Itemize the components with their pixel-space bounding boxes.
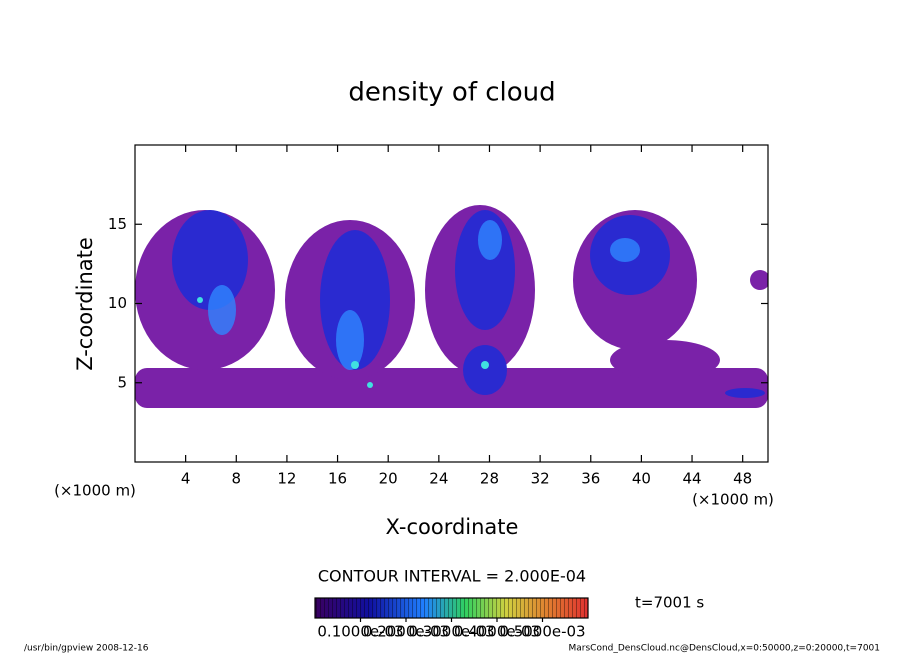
cloud-field	[135, 205, 768, 408]
colorbar-tick-label: 0.5000e-03	[499, 623, 585, 641]
colorbar-hatch	[315, 598, 588, 618]
x-tick-label: 36	[581, 470, 600, 488]
x-tick-label: 20	[379, 470, 398, 488]
y-tick-label: 10	[108, 294, 127, 312]
colorbar	[314, 597, 589, 619]
x-tick-label: 44	[682, 470, 701, 488]
y-tick-label: 5	[117, 373, 127, 391]
x-tick-label: 24	[429, 470, 448, 488]
colorbar-tick-label: 0.3000e-03	[408, 623, 494, 641]
x-axis-label: X-coordinate	[386, 515, 519, 539]
y-unit: (×1000 m)	[54, 482, 136, 500]
x-tick-label: 28	[480, 470, 499, 488]
x-tick-label: 16	[328, 470, 347, 488]
x-tick-label: 40	[632, 470, 651, 488]
x-tick-label: 4	[181, 470, 191, 488]
x-tick-label: 32	[531, 470, 550, 488]
y-tick-label: 15	[108, 215, 127, 233]
x-tick-label: 12	[277, 470, 296, 488]
colorbar-tick-label: 0.4000e-03	[454, 623, 540, 641]
x-tick-label: 8	[232, 470, 242, 488]
colorbar-tick-label: 0.2000e-03	[363, 623, 449, 641]
footer-left: /usr/bin/gpview 2008-12-16	[24, 644, 149, 654]
x-tick-label: 48	[733, 470, 752, 488]
contour-interval: CONTOUR INTERVAL = 2.000E-04	[318, 567, 586, 586]
footer-right: MarsCond_DensCloud.nc@DensCloud,x=0:5000…	[569, 644, 881, 654]
time-label: t=7001 s	[635, 594, 704, 612]
x-unit: (×1000 m)	[692, 491, 774, 509]
colorbar-tick-label: 0.1000e-03	[317, 623, 403, 641]
chart-title: density of cloud	[348, 78, 555, 108]
y-axis-label: Z-coordinate	[73, 237, 97, 371]
